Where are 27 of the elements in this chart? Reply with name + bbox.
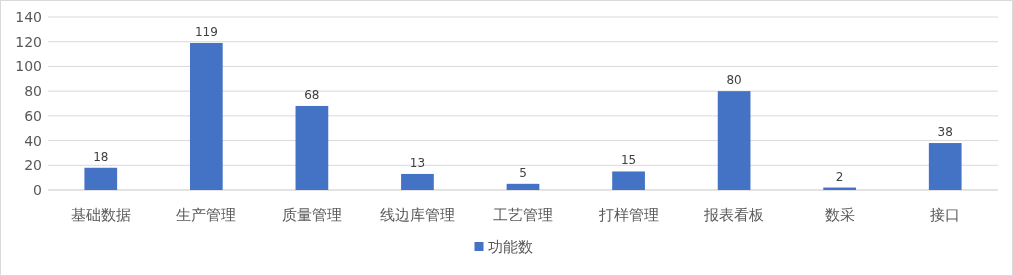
xtick: 质量管理	[281, 206, 342, 224]
ytick: 0	[33, 182, 42, 198]
data-label: 2	[835, 169, 844, 184]
ytick: 100	[15, 58, 42, 75]
xtick: 线边库管理	[379, 206, 455, 224]
data-label: 13	[409, 155, 426, 170]
legend-label: 功能数	[487, 238, 533, 256]
ytick: 140	[15, 9, 42, 25]
ytick: 60	[24, 107, 42, 124]
data-label: 68	[304, 87, 320, 102]
xtick: 工艺管理	[493, 206, 553, 224]
data-label: 5	[519, 165, 527, 180]
xtick: 基础数据	[70, 206, 131, 224]
data-label: 18	[93, 149, 109, 164]
data-label: 119	[194, 24, 218, 39]
ytick: 20	[24, 157, 42, 174]
data-label: 38	[937, 125, 953, 140]
xtick: 接口	[930, 206, 961, 224]
ytick: 80	[24, 83, 42, 100]
xtick: 数采	[824, 206, 855, 224]
xtick: 打样管理	[598, 206, 659, 224]
xtick: 生产管理	[176, 206, 237, 224]
xtick: 报表看板	[704, 206, 765, 224]
ytick: 40	[24, 132, 42, 149]
ytick: 120	[15, 33, 42, 50]
data-label: 80	[726, 73, 742, 88]
data-label: 15	[620, 153, 637, 168]
